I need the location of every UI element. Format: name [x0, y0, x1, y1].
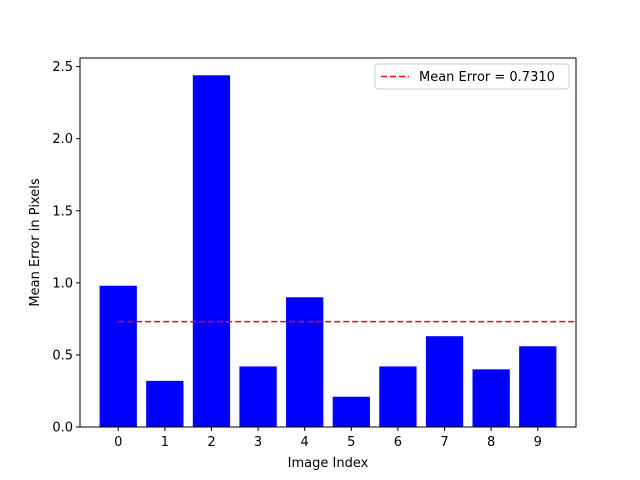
x-tick-label: 4 — [301, 435, 309, 450]
legend-label: Mean Error = 0.7310 — [419, 70, 555, 85]
y-axis-label: Mean Error in Pixels — [28, 178, 43, 306]
x-axis-ticks: 0 1 2 3 4 5 6 7 8 9 — [114, 427, 542, 450]
x-tick-label: 6 — [394, 435, 402, 450]
x-tick-label: 3 — [254, 435, 262, 450]
bar-7 — [425, 336, 464, 427]
axes-frame — [79, 57, 577, 428]
y-tick-label: 2.0 — [52, 132, 73, 147]
y-tick-label: 0.0 — [52, 421, 73, 436]
x-tick-label: 7 — [440, 435, 448, 450]
bar-6 — [379, 366, 417, 427]
x-tick-label: 5 — [347, 435, 355, 450]
bars-group — [99, 75, 557, 427]
x-axis-label: Image Index — [288, 456, 369, 471]
bar-5 — [332, 396, 370, 427]
x-tick-label: 8 — [487, 435, 495, 450]
y-tick-label: 0.5 — [52, 348, 73, 363]
bar-9 — [519, 346, 557, 427]
x-tick-label: 9 — [534, 435, 542, 450]
bar-4 — [286, 297, 324, 427]
bar-8 — [472, 369, 510, 427]
legend: Mean Error = 0.7310 — [374, 63, 570, 90]
bar-1 — [146, 380, 184, 427]
x-tick-label: 0 — [114, 435, 122, 450]
bar-2 — [192, 75, 231, 427]
bar-0 — [99, 285, 137, 427]
y-tick-label: 2.5 — [52, 60, 73, 75]
bar-3 — [239, 366, 277, 427]
x-tick-label: 2 — [207, 435, 215, 450]
y-tick-label: 1.5 — [52, 204, 73, 219]
legend-box — [374, 63, 570, 90]
x-tick-label: 1 — [161, 435, 169, 450]
y-axis-ticks: 0.0 0.5 1.0 1.5 2.0 2.5 — [52, 60, 80, 436]
y-tick-label: 1.0 — [52, 276, 73, 291]
